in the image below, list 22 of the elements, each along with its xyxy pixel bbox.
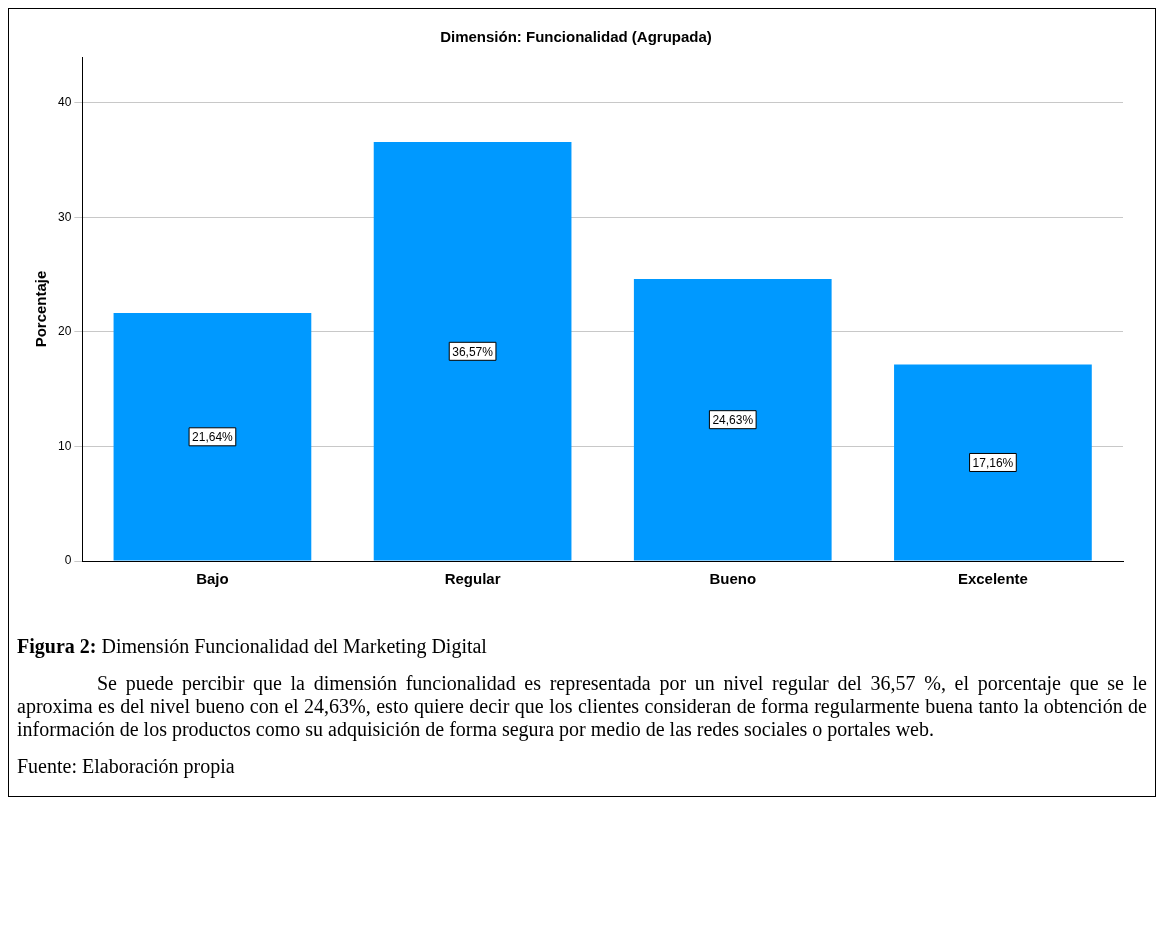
x-tick-label: Regular (444, 570, 501, 588)
data-label: 24,63% (712, 413, 754, 427)
text: Se puede percibir que la dimensión funcionalidad es representada por un nivel regular del 36,57 %, el porcentaje que se le aproxima es del nivel bueno con el 24,63%, esto quiere decir que los clientes consideran de forma regularmente buena tanto la obtención de información de los productos como su adquisición de forma segura por medio de las redes sociales o portales web. (17, 672, 1147, 741)
text: Figura 2: Dimensión Funcionalidad del Marketing Digital (17, 635, 488, 658)
bar (894, 364, 1092, 561)
y-tick-label: 20 (57, 324, 72, 339)
data-label: 21,64% (192, 430, 234, 445)
y-tick-label: 10 (57, 438, 72, 453)
y-tick-label: 0 (64, 553, 72, 568)
x-tick-label: Bajo (196, 570, 229, 588)
x-tick-label: Bueno (709, 570, 757, 588)
y-axis-title: Porcentaje (32, 270, 50, 348)
data-label: 17,16% (972, 455, 1014, 470)
bar (633, 278, 832, 561)
chart-title: Dimensión: Funcionalidad (Agrupada) (440, 28, 712, 46)
bar (113, 313, 312, 561)
y-tick-label: 30 (57, 209, 72, 224)
bar (373, 142, 572, 561)
source-note: Fuente: Elaboración propia (17, 755, 236, 778)
x-tick-label: Excelente (957, 570, 1028, 588)
y-tick-label: 40 (57, 95, 72, 110)
data-label: 36,57% (452, 344, 494, 359)
